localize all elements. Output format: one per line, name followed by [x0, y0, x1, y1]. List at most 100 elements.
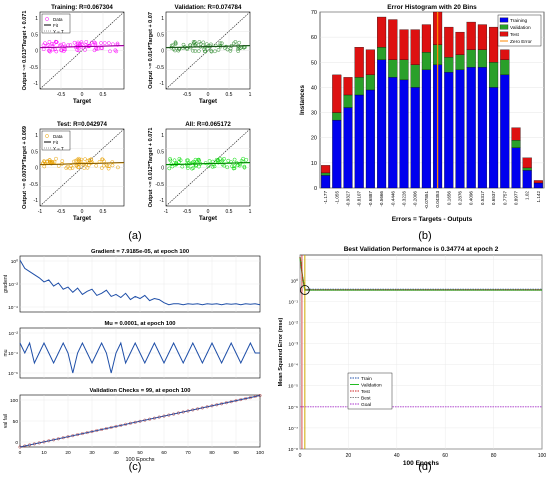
x-tick-label: 0.5	[226, 92, 233, 98]
x-axis-label: Target	[73, 99, 91, 105]
data-point	[233, 40, 238, 44]
data-point	[212, 164, 217, 169]
data-point	[94, 163, 99, 168]
data-point	[110, 163, 115, 168]
data-point	[237, 163, 242, 168]
data-point	[168, 158, 173, 163]
regression-plot-validation: Validation: R=0.074784 Output ~= 0.014*Ta…	[148, 4, 252, 105]
y-axis-label: gradient	[3, 274, 9, 293]
data-point	[216, 48, 221, 52]
y-tick-label: 10	[311, 161, 317, 167]
y-axis-label: Output ~= 0.0079*Target + 0.069	[22, 126, 28, 209]
data-point	[54, 156, 58, 161]
series-line	[19, 395, 261, 448]
data-point	[85, 158, 90, 163]
x-tick-label: 40	[394, 453, 400, 459]
x-tick-label: 90	[233, 450, 239, 456]
data-point	[196, 49, 201, 53]
y-tick-label: 0.5	[31, 32, 38, 38]
data-point	[76, 156, 81, 161]
bar-test	[455, 31, 465, 55]
data-point	[116, 165, 120, 170]
data-point	[232, 157, 237, 162]
bar-test	[388, 19, 398, 60]
data-point	[76, 48, 81, 53]
data-point	[194, 42, 198, 46]
x-tick-label: -0.8107	[357, 191, 362, 207]
bar-test	[399, 29, 409, 60]
bar-validation	[500, 59, 510, 76]
data-point	[106, 41, 111, 45]
data-point	[76, 44, 81, 48]
x-tick-label: 60	[161, 450, 167, 456]
bar-validation	[477, 49, 487, 68]
panel-label-a: (a)	[128, 230, 141, 242]
bar-training	[421, 69, 431, 189]
legend-label: Best	[361, 395, 371, 401]
data-point	[93, 41, 98, 46]
x-tick-label: 10	[41, 450, 47, 456]
data-point	[133, 420, 137, 424]
bar-validation	[410, 64, 420, 88]
data-point	[178, 158, 183, 163]
bar-training	[410, 87, 420, 189]
y-tick-label: -1	[160, 81, 165, 87]
data-point	[213, 43, 218, 48]
data-point	[157, 415, 161, 419]
bar-validation	[321, 172, 331, 176]
data-point	[106, 166, 111, 171]
y-tick-label: 10⁻⁴	[8, 305, 18, 311]
data-point	[59, 48, 63, 52]
data-point	[205, 405, 209, 409]
x-tick-label: 0.04353	[435, 191, 440, 208]
data-point	[72, 159, 76, 164]
data-point	[248, 396, 252, 400]
data-point	[242, 165, 247, 170]
x-tick-label: 50	[137, 450, 143, 456]
data-point	[185, 46, 189, 50]
data-point	[109, 425, 113, 429]
data-point	[96, 46, 101, 51]
y-tick-label: 10⁻⁶	[288, 405, 298, 411]
data-point	[50, 42, 54, 46]
data-point	[219, 41, 224, 46]
x-tick-label: 80	[491, 453, 497, 459]
regression-plot-training: Training: R=0.067304 Output ~= 0.013*Targ…	[22, 4, 125, 105]
data-point	[191, 408, 195, 412]
data-point	[230, 164, 235, 169]
data-point	[82, 166, 87, 170]
bar-validation	[399, 59, 409, 81]
y-tick-label: 10⁰	[291, 278, 298, 284]
panel-label-c: (c)	[129, 461, 142, 473]
y-tick-label: 10⁻³	[289, 342, 299, 348]
plot-title: All: R=0.065172	[185, 121, 231, 128]
y-tick-label: 50	[311, 60, 317, 66]
data-point	[186, 158, 190, 163]
plot-title: Validation: R=0.074784	[175, 4, 242, 11]
data-point	[198, 42, 203, 46]
data-point	[152, 416, 156, 420]
data-point	[216, 158, 221, 162]
y-tick-label: 0	[35, 49, 38, 55]
data-point	[241, 156, 245, 161]
x-tick-label: 30	[89, 450, 95, 456]
bar-validation	[388, 59, 398, 78]
data-point	[191, 166, 196, 170]
data-point	[107, 164, 112, 169]
y-axis-label: Output ~= 0.013*Target + 0.071	[22, 11, 28, 91]
y-tick-label: -0.5	[155, 182, 164, 188]
data-point	[60, 159, 65, 163]
identity-line	[39, 11, 125, 90]
bar-validation	[377, 47, 387, 60]
y-tick-label: -0.5	[29, 182, 38, 188]
y-tick-label: 10⁰	[11, 259, 18, 265]
x-axis-label: 100 Epochs	[403, 460, 440, 467]
bar-training	[455, 69, 465, 189]
data-point	[102, 41, 107, 45]
identity-line	[39, 128, 125, 207]
y-tick-label: 10⁻⁴	[288, 363, 298, 369]
data-point	[77, 159, 82, 164]
data-point	[28, 443, 32, 447]
x-tick-label: -0.07851	[424, 191, 429, 210]
data-point	[47, 158, 52, 162]
